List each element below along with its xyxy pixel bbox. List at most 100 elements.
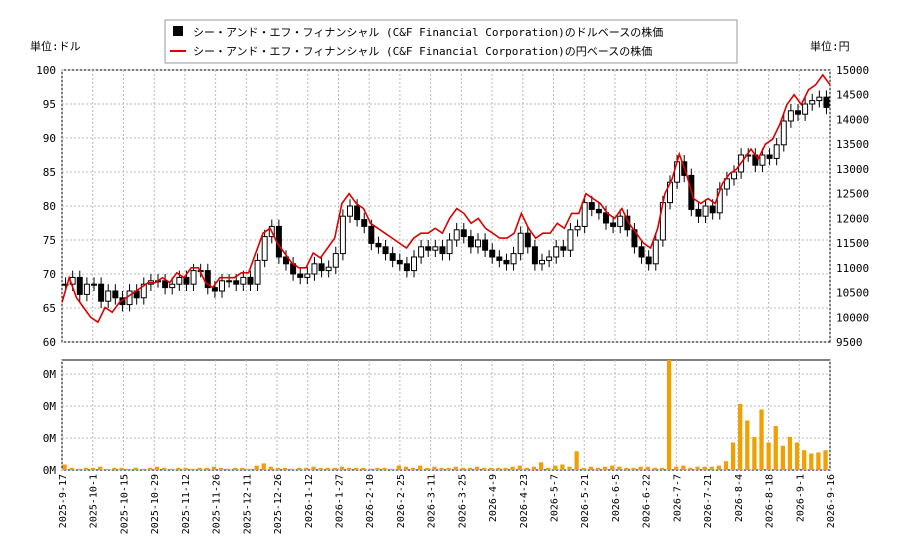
volume-bar — [119, 467, 124, 470]
volume-bar — [702, 466, 707, 470]
volume-bars — [62, 360, 828, 470]
volume-bar — [218, 467, 224, 470]
volume-bar — [546, 467, 551, 470]
volume-bar — [62, 464, 67, 470]
candle-body — [425, 246, 432, 251]
volume-bar — [738, 404, 743, 470]
right-axis-ticks: 9500 10000 10500 11000 11500 12000 12500 13000 1… — [836, 64, 869, 349]
x-tick-label: 2026-4-23 — [519, 474, 530, 528]
volume-tick-label: 0M — [43, 400, 57, 413]
volume-bar — [631, 467, 636, 470]
volume-bar — [354, 467, 359, 470]
volume-bar — [617, 466, 622, 470]
volume-bar — [226, 468, 231, 470]
candle-body — [482, 239, 489, 251]
volume-bar — [780, 445, 785, 470]
candle-body — [489, 249, 496, 258]
candle-body — [368, 225, 375, 244]
candle-body — [354, 205, 361, 221]
volume-bar — [261, 463, 266, 470]
candle-body — [624, 215, 631, 231]
legend: シー・アンド・エフ・フィナンシャル (C&F Financial Corpora… — [164, 19, 738, 64]
volume-bar — [268, 466, 273, 470]
candle-body — [375, 242, 382, 248]
candle-body — [396, 259, 403, 265]
candle-body — [560, 246, 567, 251]
x-tick-label: 2025-11-12 — [181, 474, 192, 534]
candle-body — [318, 263, 325, 272]
candle-body — [467, 236, 474, 248]
x-tick-label: 2026-4-9 — [488, 474, 499, 522]
volume-bar — [674, 466, 679, 470]
volume-bar — [510, 466, 515, 470]
volume-bar — [275, 467, 281, 470]
x-tick-label: 2025-10-15 — [119, 474, 130, 534]
right-tick-label: 10000 — [836, 311, 869, 324]
x-tick-label: 2026-5-21 — [580, 474, 591, 528]
candle-body — [603, 212, 609, 224]
volume-bar — [147, 467, 153, 470]
volume-bar — [595, 467, 601, 470]
x-tick-label: 2026-9-1 — [795, 474, 806, 522]
candle-body — [581, 202, 588, 227]
left-tick-label: 90 — [43, 132, 56, 145]
legend-yen-label: シー・アンド・エフ・フィナンシャル (C&F Financial Corpora… — [193, 44, 652, 58]
right-tick-label: 13000 — [836, 163, 869, 176]
volume-bar — [403, 466, 409, 470]
volume-bar — [190, 468, 195, 470]
volume-bar — [240, 467, 245, 470]
volume-bar — [396, 465, 401, 470]
left-tick-label: 80 — [43, 200, 56, 213]
right-tick-label: 12500 — [836, 188, 869, 201]
volume-bar — [140, 468, 145, 470]
volume-bar — [197, 467, 202, 470]
left-tick-label: 85 — [43, 166, 56, 179]
volume-bar — [624, 467, 629, 470]
volume-bar — [709, 466, 714, 470]
candle-body — [460, 229, 467, 238]
volume-bar — [112, 467, 117, 470]
volume-bar — [425, 467, 430, 470]
volume-bar — [69, 467, 74, 470]
volume-bar — [809, 453, 814, 470]
x-tick-label: 2026-3-11 — [427, 474, 438, 528]
candle-body — [418, 246, 425, 258]
right-tick-label: 13500 — [836, 138, 869, 151]
volume-bar — [254, 465, 259, 470]
volume-bar — [503, 467, 508, 470]
volume-bar — [489, 467, 494, 470]
volume-bar — [766, 442, 771, 470]
candle-body — [204, 270, 211, 289]
legend-box — [164, 19, 738, 64]
volume-bar — [553, 465, 558, 470]
volume-bar — [645, 466, 650, 470]
candle-body — [638, 246, 645, 258]
candle-body — [795, 110, 801, 115]
volume-bar — [304, 467, 309, 470]
candle-body — [389, 253, 396, 261]
volume-bar — [90, 467, 96, 470]
volume-bar — [638, 466, 643, 470]
candle-body — [809, 100, 816, 105]
candle-body — [403, 263, 410, 272]
volume-bar — [339, 466, 345, 470]
volume-tick-label: 0M — [43, 464, 57, 477]
candle-body — [539, 259, 545, 265]
volume-bar — [282, 467, 288, 470]
volume-bar — [794, 442, 800, 470]
volume-bar — [538, 462, 544, 470]
candle-body — [226, 280, 233, 283]
left-tick-label: 60 — [43, 336, 56, 349]
volume-bar — [823, 450, 828, 470]
volume-bar — [482, 467, 487, 470]
candle-body — [574, 225, 581, 231]
right-tick-label: 14500 — [836, 89, 869, 102]
candle-body — [411, 256, 417, 272]
candle-body — [176, 276, 183, 285]
candle-body — [475, 239, 481, 248]
volume-bar — [460, 467, 465, 470]
volume-bar — [560, 464, 565, 470]
x-tick-label: 2026-3-25 — [457, 474, 468, 528]
volume-bar — [176, 467, 181, 470]
candle-body — [823, 96, 830, 108]
